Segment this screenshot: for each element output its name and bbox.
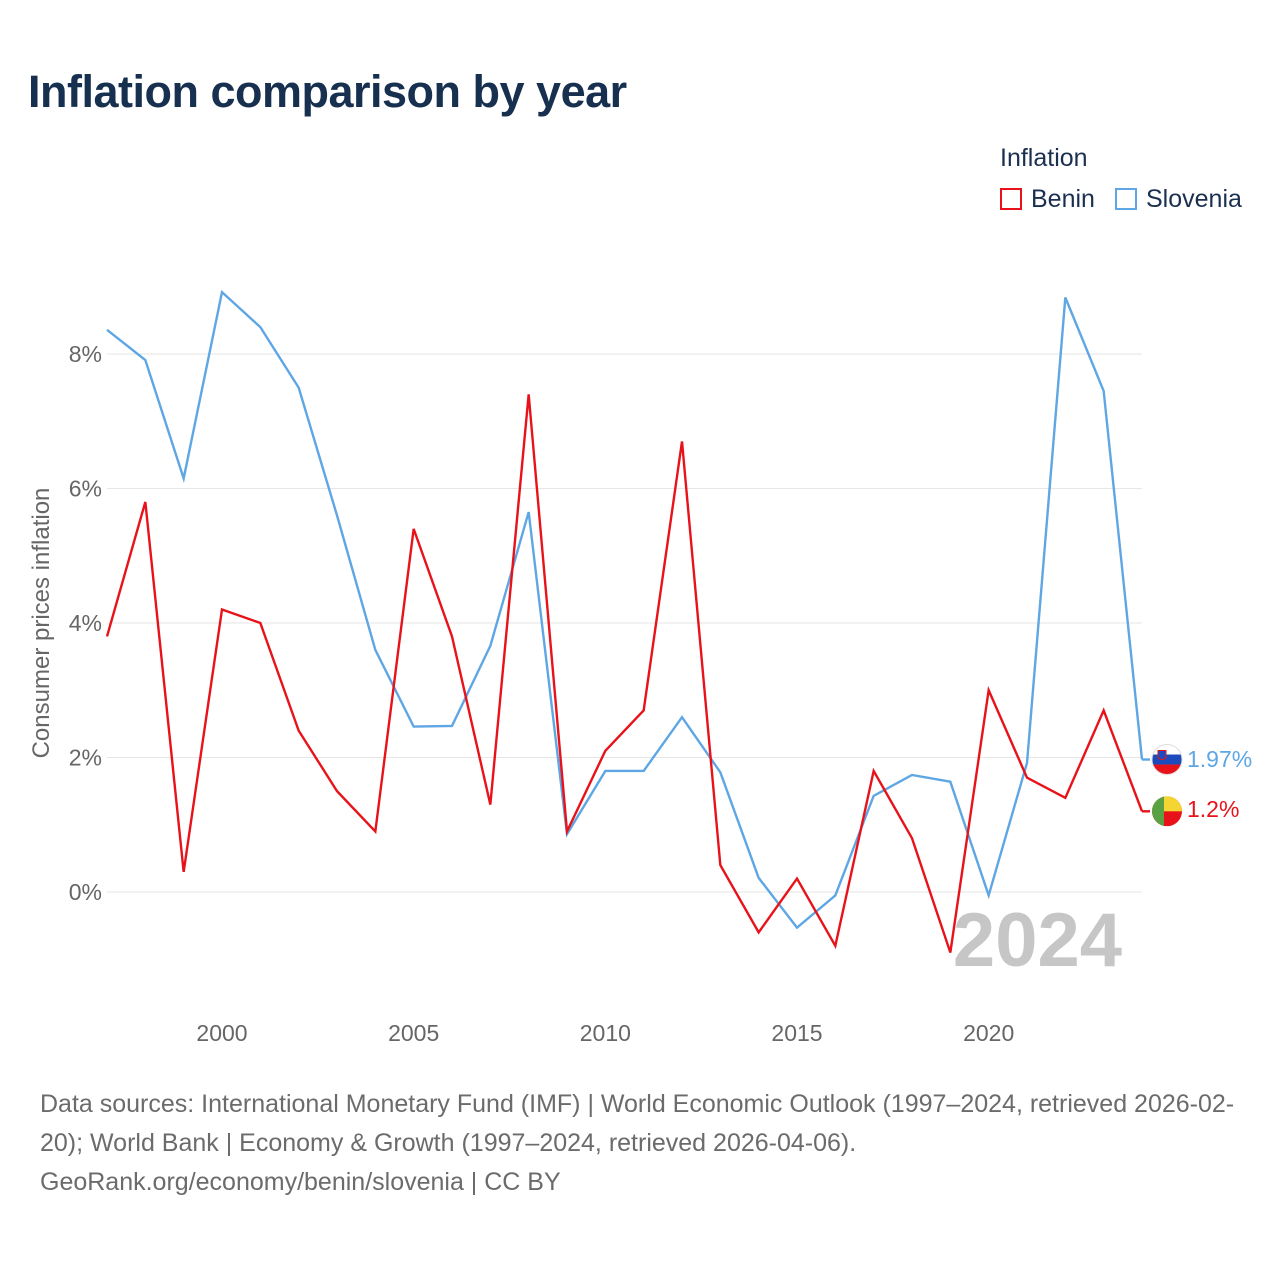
benin-flag-icon: [1152, 796, 1182, 827]
y-tick-labels: 0% 2% 4% 6% 8%: [69, 341, 102, 905]
x-tick-labels: 2000 2005 2010 2015 2020: [196, 1020, 1014, 1046]
legend-swatch-benin: [1000, 188, 1022, 210]
legend-title: Inflation: [1000, 144, 1088, 172]
legend-label-benin: Benin: [1031, 184, 1095, 213]
series-lines: [105, 289, 1150, 953]
sources-footer: Data sources: International Monetary Fun…: [40, 1085, 1250, 1202]
end-markers: [1151, 744, 1183, 827]
y-tick-label: 0%: [69, 879, 102, 905]
end-label-slovenia: 1.97%: [1187, 746, 1252, 772]
x-tick-label: 2000: [196, 1020, 247, 1046]
x-tick-label: 2020: [963, 1020, 1014, 1046]
legend-item-benin[interactable]: Benin: [1000, 184, 1095, 214]
x-tick-label: 2005: [388, 1020, 439, 1046]
y-tick-label: 4%: [69, 610, 102, 636]
x-tick-label: 2015: [771, 1020, 822, 1046]
legend-swatch-slovenia: [1115, 188, 1137, 210]
y-tick-label: 6%: [69, 476, 102, 502]
source-link[interactable]: GeoRank.org/economy/benin/slovenia | CC …: [40, 1168, 561, 1196]
end-label-benin: 1.2%: [1187, 796, 1239, 822]
legend-label-slovenia: Slovenia: [1146, 184, 1242, 213]
legend-item-slovenia[interactable]: Slovenia: [1115, 184, 1242, 214]
year-watermark: 2024: [953, 898, 1122, 983]
sources-text: Data sources: International Monetary Fun…: [40, 1090, 1235, 1157]
y-tick-label: 2%: [69, 745, 102, 771]
x-tick-label: 2010: [580, 1020, 631, 1046]
grid-lines: [107, 353, 1142, 893]
series-line-benin[interactable]: [105, 394, 1144, 953]
series-line-slovenia[interactable]: [106, 289, 1144, 930]
y-tick-label: 8%: [69, 341, 102, 367]
slovenia-flag-icon: [1151, 744, 1183, 776]
line-chart: 0% 2% 4% 6% 8% 2000 2005 2010 2015 2020 2024 1.9…: [69, 289, 1252, 1046]
chart-title: Inflation comparison by year: [28, 66, 627, 117]
